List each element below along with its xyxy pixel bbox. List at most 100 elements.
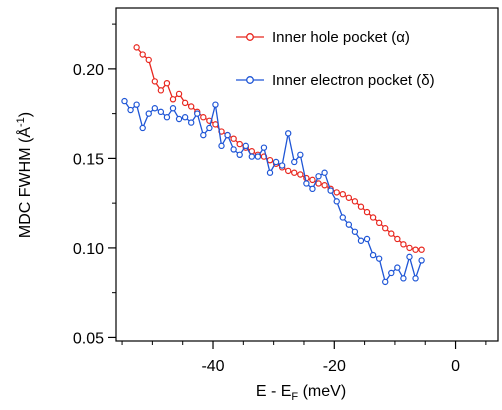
- data-point-delta: [400, 275, 407, 282]
- data-point-delta: [127, 106, 134, 114]
- data-point-delta: [236, 151, 243, 159]
- data-point-alpha: [145, 56, 152, 64]
- data-point-alpha: [369, 214, 377, 221]
- data-point-delta: [242, 142, 249, 150]
- data-point-delta: [303, 180, 310, 187]
- x-axis-title-subscript: F: [291, 391, 298, 403]
- data-point-alpha: [412, 246, 419, 253]
- data-point-delta: [145, 110, 152, 117]
- data-point-alpha: [139, 51, 146, 58]
- data-point-delta: [357, 237, 365, 244]
- data-point-delta: [218, 142, 225, 150]
- data-point-delta: [272, 158, 280, 166]
- data-point-delta: [200, 131, 207, 139]
- data-point-delta: [230, 146, 237, 153]
- x-tick-label: 0: [451, 358, 460, 375]
- data-point-alpha: [418, 246, 425, 253]
- data-point-delta: [260, 144, 268, 151]
- data-point-alpha: [382, 225, 389, 232]
- x-axis-title: E - EF (meV): [256, 383, 346, 403]
- data-point-delta: [291, 158, 298, 166]
- data-point-delta: [309, 185, 316, 193]
- legend-label-delta: Inner electron pocket (δ): [272, 72, 435, 89]
- legend-label-alpha: Inner hole pocket (α): [272, 29, 410, 46]
- data-point-alpha: [297, 171, 304, 178]
- data-point-alpha: [169, 96, 177, 103]
- data-point-delta: [394, 264, 401, 271]
- data-point-delta: [382, 278, 389, 286]
- ticks: -40 -20 0 0.05 0.10 0.15 0.20: [73, 23, 487, 375]
- data-point-alpha: [175, 90, 183, 98]
- y-tick-label: 0.10: [73, 241, 104, 258]
- x-axis-title-main: E - E: [256, 383, 292, 400]
- series-line-delta: [123, 100, 423, 284]
- data-point-delta: [345, 221, 353, 228]
- data-point-alpha: [400, 241, 407, 248]
- legend: Inner hole pocket (α) Inner electron poc…: [236, 29, 435, 89]
- data-point-delta: [351, 228, 359, 235]
- data-point-delta: [369, 251, 377, 259]
- data-point-alpha: [230, 135, 237, 142]
- data-point-delta: [133, 101, 140, 108]
- data-point-alpha: [212, 121, 219, 128]
- y-axis-title: MDC FWHM (Å-1): [15, 112, 34, 238]
- data-point-delta: [278, 162, 286, 169]
- plot-area: [121, 44, 425, 286]
- data-point-delta: [333, 198, 340, 205]
- data-point-alpha: [187, 103, 195, 110]
- data-point-delta: [163, 114, 171, 121]
- data-point-delta: [121, 97, 128, 105]
- data-point-delta: [206, 124, 213, 132]
- data-point-delta: [363, 235, 371, 243]
- data-point-delta: [375, 255, 383, 262]
- data-point-delta: [285, 130, 292, 137]
- data-point-alpha: [345, 194, 353, 201]
- data-point-alpha: [181, 99, 189, 107]
- data-point-alpha: [266, 156, 274, 164]
- data-point-delta: [181, 114, 189, 121]
- y-axis-title-superscript: -1: [15, 117, 27, 127]
- data-point-alpha: [157, 87, 165, 94]
- data-point-alpha: [151, 78, 159, 85]
- data-point-alpha: [315, 180, 322, 187]
- data-point-delta: [175, 115, 183, 123]
- data-point-alpha: [236, 140, 243, 148]
- y-axis-title-main: MDC FWHM (Å: [15, 127, 34, 238]
- data-point-alpha: [339, 190, 346, 198]
- plot-frame: [115, 7, 499, 342]
- data-point-delta: [224, 131, 231, 139]
- data-point-alpha: [363, 208, 371, 216]
- data-point-alpha: [163, 79, 171, 87]
- data-point-delta: [315, 173, 322, 180]
- data-point-delta: [157, 108, 165, 116]
- data-point-alpha: [200, 114, 207, 121]
- data-point-delta: [339, 214, 346, 221]
- data-point-delta: [327, 187, 334, 194]
- data-point-delta: [266, 169, 274, 176]
- data-point-alpha: [375, 219, 383, 227]
- data-point-alpha: [321, 182, 328, 189]
- data-point-delta: [194, 110, 201, 117]
- data-point-delta: [151, 105, 159, 112]
- data-point-alpha: [394, 235, 401, 243]
- data-point-delta: [169, 105, 177, 112]
- x-tick-label: -40: [201, 358, 224, 375]
- data-point-alpha: [285, 167, 292, 175]
- data-point-delta: [187, 119, 195, 126]
- legend-marker-alpha: [246, 33, 254, 41]
- y-axis-title-end: ): [17, 112, 34, 117]
- data-point-alpha: [357, 203, 365, 210]
- data-point-delta: [406, 253, 413, 261]
- x-axis-title-unit: (meV): [298, 383, 346, 400]
- x-tick-label: -20: [323, 358, 346, 375]
- data-point-delta: [254, 153, 262, 160]
- data-point-delta: [388, 269, 395, 277]
- data-point-alpha: [406, 244, 413, 252]
- y-tick-label: 0.15: [73, 151, 104, 168]
- data-point-delta: [321, 169, 328, 176]
- data-point-delta: [412, 275, 419, 282]
- data-point-delta: [418, 257, 425, 264]
- data-point-delta: [297, 151, 304, 159]
- data-point-delta: [139, 124, 146, 132]
- y-tick-label: 0.20: [73, 62, 104, 79]
